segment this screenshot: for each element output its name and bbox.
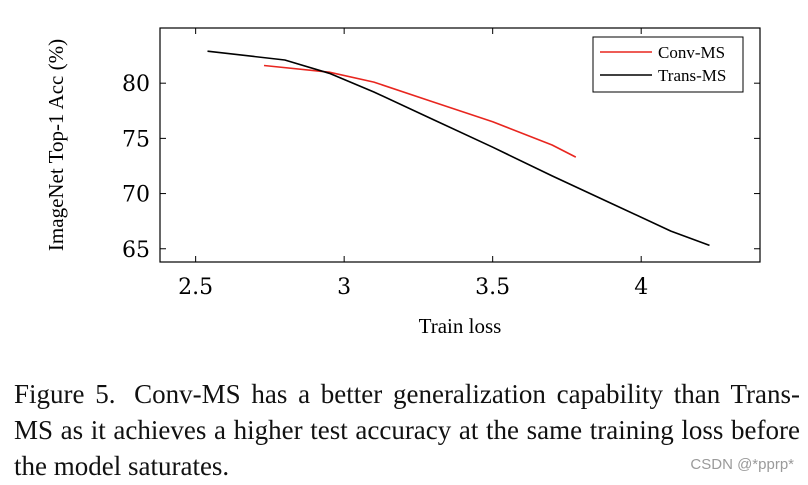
series-line-conv-ms	[263, 64, 577, 158]
x-axis-ticks: 2.5 3 3.5 4	[178, 28, 648, 300]
x-tick-label: 3.5	[475, 275, 510, 300]
legend-box	[592, 36, 744, 93]
legend-label-trans-ms: Trans-MS	[658, 66, 726, 85]
chart: 2.5 3 3.5 4 65 70 75 80 Train loss ImageNet To…	[44, 27, 761, 338]
plot-frame	[159, 27, 761, 263]
legend: Conv-MS Trans-MS	[592, 36, 744, 93]
x-tick-label: 2.5	[178, 275, 213, 300]
y-axis-ticks: 65 70 75 80	[122, 72, 760, 263]
series-layer	[207, 50, 710, 247]
y-tick-label: 70	[122, 183, 150, 208]
y-tick-label: 65	[122, 238, 150, 263]
y-axis-label: ImageNet Top-1 Acc (%)	[44, 39, 68, 251]
watermark: CSDN @*pprp*	[690, 456, 794, 473]
x-axis-label: Train loss	[419, 314, 502, 338]
x-tick-label: 4	[634, 275, 648, 300]
figure-caption: Figure 5. Conv-MS has a better generaliz…	[14, 376, 800, 484]
caption-label: Figure 5.	[14, 379, 116, 409]
series-line-trans-ms	[207, 50, 710, 247]
y-tick-label: 80	[122, 72, 150, 97]
legend-label-conv-ms: Conv-MS	[658, 43, 725, 62]
y-tick-label: 75	[122, 127, 150, 152]
x-tick-label: 3	[337, 275, 351, 300]
caption-text: Conv-MS has a better generalization capa…	[14, 379, 800, 481]
